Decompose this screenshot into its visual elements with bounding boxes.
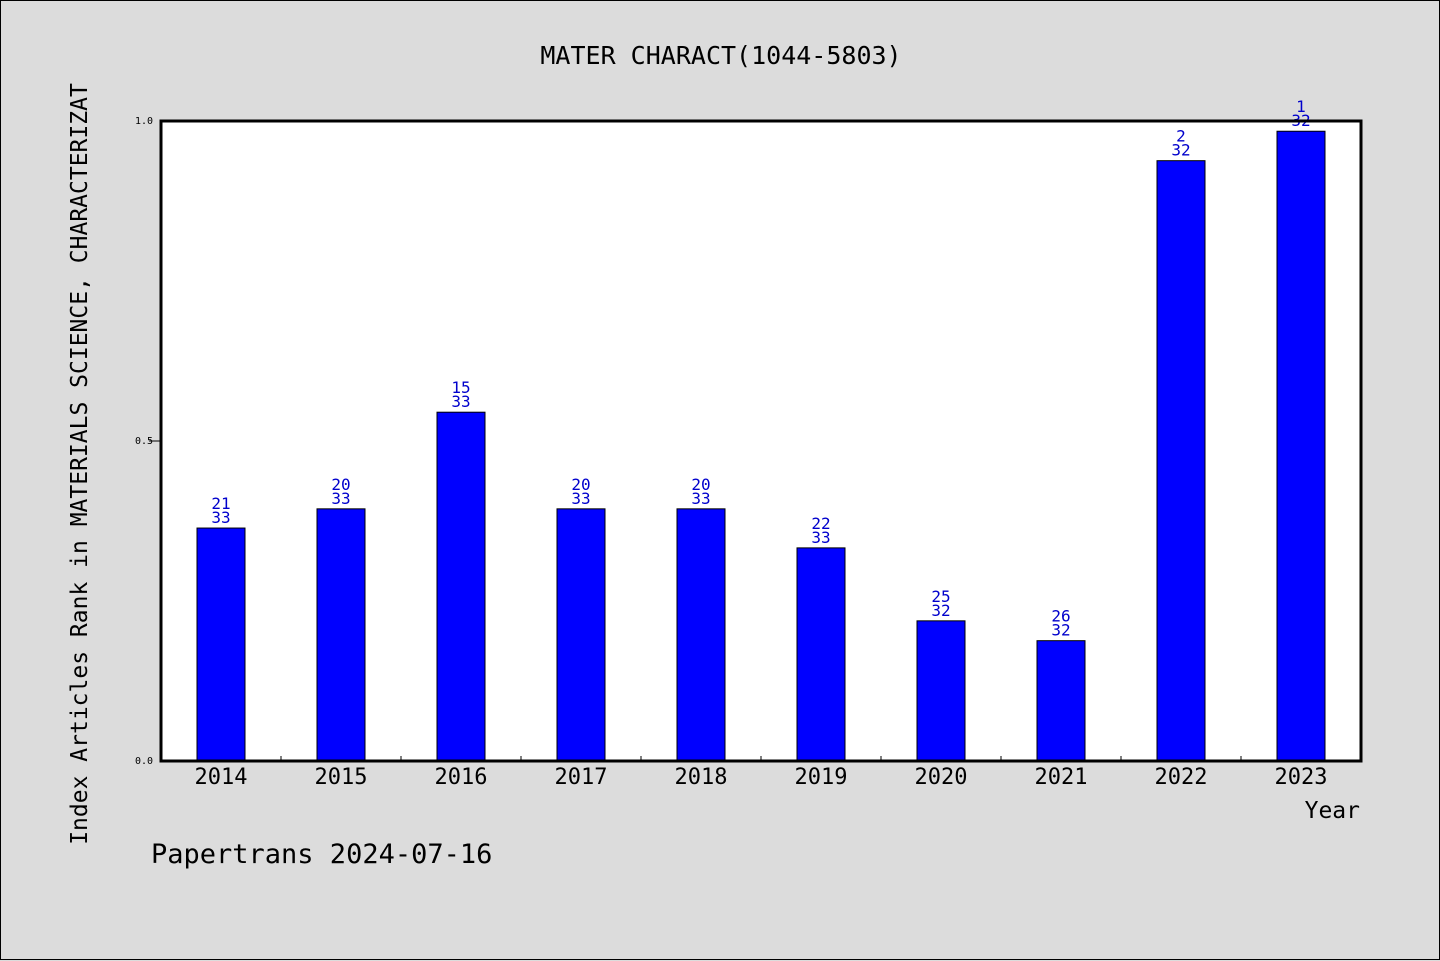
x-tick-label-2017: 2017 xyxy=(555,765,608,790)
x-tick-label-2022: 2022 xyxy=(1155,765,1208,790)
total-label-2020: 32 xyxy=(931,601,950,620)
plot-border xyxy=(159,119,1363,763)
x-tick-label-2020: 2020 xyxy=(915,765,968,790)
chart-title: MATER CHARACT(1044-5803) xyxy=(540,41,901,70)
y-tick-label-2: 1.0 xyxy=(135,116,153,127)
total-label-2021: 32 xyxy=(1051,621,1070,640)
bars-group xyxy=(196,130,1326,762)
rank-label-2015: 20 xyxy=(331,475,350,494)
rank-label-2020: 25 xyxy=(931,587,950,606)
rank-label-2014: 21 xyxy=(211,494,230,513)
x-ticks-group: 2014 2015 2016 2017 2018 2019 2020 2021 2022 2023 xyxy=(195,756,1328,790)
rank-label-2019: 22 xyxy=(811,514,830,533)
x-tick-label-2021: 2021 xyxy=(1035,765,1088,790)
rank-label-2023: 1 xyxy=(1296,97,1306,116)
rank-label-2022: 2 xyxy=(1176,127,1186,146)
x-tick-label-2014: 2014 xyxy=(195,765,248,790)
y-axis-label: Index Articles Rank in MATERIALS SCIENCE… xyxy=(67,83,93,845)
rank-label-2021: 26 xyxy=(1051,607,1070,626)
bar-2023 xyxy=(1276,130,1326,762)
x-axis-label: Year xyxy=(1305,798,1360,824)
rank-label-2016: 15 xyxy=(451,378,470,397)
bar-2022 xyxy=(1156,160,1206,762)
rank-label-2017: 20 xyxy=(571,475,590,494)
bar-2019 xyxy=(796,547,846,762)
bar-2018 xyxy=(676,508,726,762)
x-tick-label-2018: 2018 xyxy=(675,765,728,790)
x-tick-label-2015: 2015 xyxy=(315,765,368,790)
y-tick-label-0: 0.0 xyxy=(135,756,153,767)
y-ticks-group: 0.0 0.5 1.0 xyxy=(135,116,161,767)
x-tick-label-2019: 2019 xyxy=(795,765,848,790)
total-label-2014: 33 xyxy=(211,508,230,527)
x-tick-label-2016: 2016 xyxy=(435,765,488,790)
total-label-2016: 33 xyxy=(451,392,470,411)
bar-2021 xyxy=(1036,640,1086,762)
x-tick-label-2023: 2023 xyxy=(1275,765,1328,790)
y-tick-label-1: 0.5 xyxy=(135,436,153,447)
bar-2015 xyxy=(316,508,366,762)
total-label-2019: 33 xyxy=(811,528,830,547)
rank-label-2018: 20 xyxy=(691,475,710,494)
total-label-2018: 33 xyxy=(691,489,710,508)
footer-credit: Papertrans 2024-07-16 xyxy=(151,839,492,870)
total-label-2022: 32 xyxy=(1171,141,1190,160)
bar-2014 xyxy=(196,527,246,762)
bar-2020 xyxy=(916,620,966,762)
total-label-2017: 33 xyxy=(571,489,590,508)
bar-2017 xyxy=(556,508,606,762)
bar-2016 xyxy=(436,411,486,762)
total-label-2015: 33 xyxy=(331,489,350,508)
